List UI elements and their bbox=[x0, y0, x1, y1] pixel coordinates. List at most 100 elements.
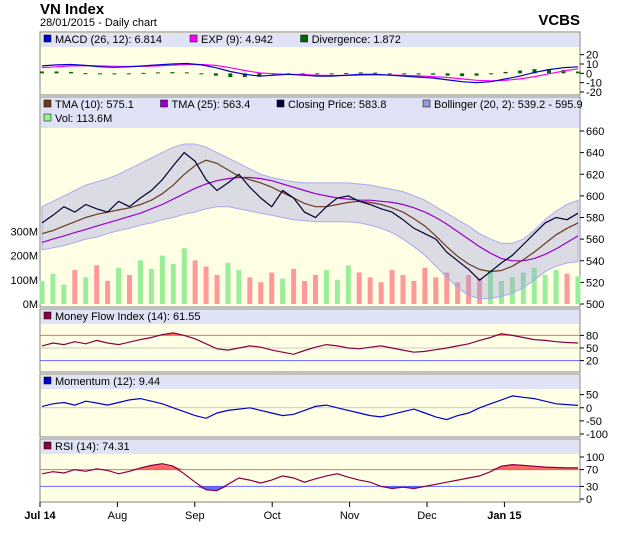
volume-bar bbox=[181, 248, 187, 304]
legend-label: TMA (25): 563.4 bbox=[172, 99, 251, 111]
divergence-bar bbox=[460, 73, 465, 77]
volume-bar bbox=[50, 273, 56, 304]
volume-bar bbox=[148, 268, 154, 304]
divergence-bar bbox=[68, 71, 73, 74]
legend-swatch bbox=[43, 376, 52, 385]
chart-title: VN Index bbox=[40, 1, 105, 18]
legend-band bbox=[41, 375, 579, 389]
tma25-line bbox=[41, 176, 579, 262]
divergence-bar bbox=[170, 72, 175, 74]
volume-bar bbox=[116, 267, 122, 304]
divergence-bar bbox=[155, 72, 160, 74]
volume-bar bbox=[214, 274, 220, 304]
divergence-bar bbox=[184, 72, 189, 74]
volume-bar bbox=[159, 255, 165, 304]
volume-bar bbox=[455, 282, 461, 304]
x-tick-label: Jul 14 bbox=[24, 510, 56, 522]
divergence-bar bbox=[213, 73, 218, 76]
volume-bar bbox=[422, 267, 428, 304]
legend-band bbox=[41, 310, 579, 324]
divergence-bar bbox=[257, 73, 262, 77]
divergence-bar bbox=[547, 69, 552, 74]
volume-bar bbox=[258, 282, 264, 304]
divergence-bar bbox=[561, 70, 566, 74]
legend-swatch bbox=[300, 34, 308, 43]
rsi-line bbox=[41, 463, 578, 492]
x-tick-label: Dec bbox=[417, 510, 437, 522]
divergence-bar bbox=[445, 73, 450, 76]
volume-bar bbox=[236, 270, 242, 304]
legend-label: MACD (26, 12): 6.814 bbox=[55, 34, 162, 46]
legend-label: Vol: 113.6M bbox=[55, 113, 112, 125]
x-tick-label: Sep bbox=[185, 510, 205, 522]
y-tick-label: -100 bbox=[586, 429, 608, 441]
y-tick-label: 560 bbox=[586, 234, 604, 246]
volume-bar bbox=[323, 270, 329, 304]
volume-bar bbox=[477, 278, 483, 304]
volume-bar bbox=[39, 280, 45, 304]
volume-bar bbox=[83, 277, 89, 304]
volume-bar bbox=[334, 279, 340, 304]
volume-bar bbox=[564, 273, 570, 304]
y-tick-label: 50 bbox=[586, 343, 598, 355]
y-tick-label: 100 bbox=[586, 452, 604, 464]
panel-price: TMA (10): 575.1 TMA (25): 563.4 Closing Pr… bbox=[10, 96, 604, 311]
volume-bar bbox=[531, 267, 537, 304]
vol-tick-label: 300M bbox=[10, 226, 38, 238]
volume-bar bbox=[105, 280, 111, 304]
y-tick-label: 640 bbox=[586, 148, 604, 160]
divergence-bar bbox=[431, 73, 436, 75]
volume-bar bbox=[280, 278, 286, 304]
divergence-bar bbox=[532, 69, 537, 74]
divergence-bar bbox=[97, 73, 102, 75]
panel-momentum: Momentum (12): 9.44 500-50-100 bbox=[39, 373, 608, 441]
y-tick-label: -10 bbox=[586, 78, 602, 90]
legend-label: Closing Price: 583.8 bbox=[288, 99, 386, 111]
volume-bar bbox=[170, 264, 176, 304]
divergence-bar bbox=[518, 70, 523, 74]
legend-swatch bbox=[43, 34, 52, 43]
legend-swatch bbox=[160, 99, 168, 108]
volume-bar bbox=[291, 268, 297, 304]
volume-bar bbox=[61, 284, 67, 304]
x-tick-label: Nov bbox=[340, 510, 360, 522]
divergence-bar bbox=[112, 73, 117, 75]
divergence-bar bbox=[358, 72, 363, 74]
volume-bar bbox=[444, 272, 450, 304]
volume-bar bbox=[400, 274, 406, 304]
y-tick-label: -50 bbox=[586, 416, 602, 428]
volume-bar bbox=[575, 276, 581, 304]
volume-bar bbox=[94, 265, 100, 304]
volume-bar bbox=[466, 274, 472, 304]
legend-band bbox=[41, 33, 579, 47]
volume-bar bbox=[378, 282, 384, 304]
legend-band bbox=[41, 98, 579, 128]
legend-band bbox=[41, 440, 579, 454]
y-tick-label: 0 bbox=[586, 68, 592, 80]
divergence-bar bbox=[315, 73, 320, 75]
divergence-bar bbox=[83, 73, 88, 75]
volume-bar bbox=[72, 270, 78, 304]
y-tick-label: 600 bbox=[586, 191, 604, 203]
volume-bar bbox=[498, 280, 504, 304]
y-tick-label: 10 bbox=[586, 59, 598, 71]
volume-bar bbox=[192, 260, 198, 304]
divergence-bar bbox=[344, 73, 349, 75]
divergence-bar bbox=[387, 73, 392, 75]
legend-swatch bbox=[276, 99, 285, 108]
y-tick-label: 500 bbox=[586, 299, 604, 311]
chart-subtitle: 28/01/2015 - Daily chart bbox=[40, 17, 157, 29]
y-tick-label: 50 bbox=[586, 390, 598, 402]
volume-bar bbox=[203, 266, 209, 304]
volume-bar bbox=[312, 274, 318, 304]
divergence-bar bbox=[402, 73, 407, 75]
legend-swatch bbox=[422, 99, 431, 108]
panel-macd: MACD (26, 12): 6.814 EXP (9): 4.942 Diverg… bbox=[39, 31, 602, 99]
y-tick-label: 520 bbox=[586, 277, 604, 289]
vol-tick-label: 0M bbox=[23, 299, 38, 311]
volume-bar bbox=[411, 280, 417, 304]
y-tick-label: 540 bbox=[586, 256, 604, 268]
